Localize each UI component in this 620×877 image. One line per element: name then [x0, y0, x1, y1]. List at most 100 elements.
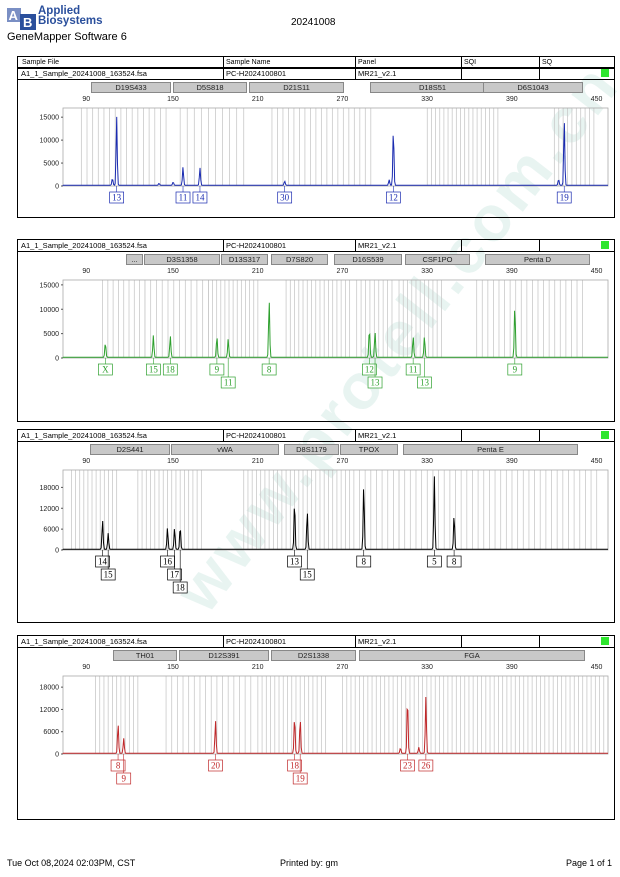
allele-call-label: 18 [290, 761, 300, 771]
marker-bin[interactable]: D13S317 [221, 254, 268, 265]
allele-call-label: 14 [195, 193, 205, 203]
marker-bin[interactable]: TH01 [113, 650, 177, 661]
x-tick-label: 90 [82, 664, 91, 671]
marker-bin[interactable]: FGA [359, 650, 585, 661]
allele-call-box[interactable] [167, 568, 182, 581]
allele-call-box[interactable] [292, 772, 308, 785]
y-tick-label: 0 [55, 548, 59, 555]
allele-call-label: 26 [421, 761, 431, 771]
allele-call-label: 23 [403, 761, 413, 771]
allele-call-box[interactable] [507, 363, 523, 376]
allele-call-box[interactable] [367, 376, 383, 389]
allele-call-label: 8 [267, 365, 272, 375]
y-tick-label: 10000 [40, 307, 60, 314]
electropherogram-panel-black: A1_1_Sample_20241008_163524.fsa PC-H20241… [17, 429, 615, 623]
y-tick-label: 10000 [40, 138, 60, 145]
panel-sample-row: A1_1_Sample_20241008_163524.fsa PC-H20241… [18, 68, 614, 80]
marker-bin[interactable]: D2S441 [90, 444, 170, 455]
y-tick-label: 5000 [43, 331, 59, 338]
x-tick-label: 390 [505, 268, 518, 275]
allele-call-label: 30 [280, 193, 290, 203]
marker-bin[interactable]: D3S1358 [144, 254, 220, 265]
allele-call-box[interactable] [277, 191, 293, 204]
allele-call-label: 15 [104, 570, 114, 580]
allele-call-box[interactable] [146, 363, 161, 376]
allele-call-box[interactable] [362, 363, 377, 376]
marker-bin[interactable]: Penta E [403, 444, 578, 455]
allele-call-box[interactable] [172, 581, 188, 594]
marker-bin[interactable]: TPOX [340, 444, 398, 455]
allele-call-label: 18 [166, 365, 176, 375]
marker-bin[interactable]: D7S820 [271, 254, 328, 265]
marker-bin[interactable]: D19S433 [91, 82, 171, 93]
allele-call-box[interactable] [426, 555, 442, 568]
allele-call-label: 12 [365, 365, 374, 375]
allele-call-box[interactable] [356, 555, 372, 568]
marker-bin[interactable]: D21S11 [249, 82, 344, 93]
allele-call-box[interactable] [405, 363, 421, 376]
allele-call-box[interactable] [109, 191, 125, 204]
allele-call-box[interactable] [287, 555, 302, 568]
marker-bin[interactable]: D8S1179 [284, 444, 339, 455]
x-tick-label: 150 [167, 96, 179, 103]
printed-by: Printed by: gm [280, 858, 339, 868]
allele-call-box[interactable] [261, 363, 277, 376]
allele-call-box[interactable] [446, 555, 462, 568]
allele-call-box[interactable] [98, 363, 113, 376]
x-tick-label: 450 [590, 664, 603, 671]
allele-call-box[interactable] [386, 191, 401, 204]
allele-call-box[interactable] [299, 568, 315, 581]
col-sample-name: Sample Name [226, 59, 271, 66]
x-tick-label: 90 [82, 268, 91, 275]
allele-call-label: 19 [296, 774, 306, 784]
allele-call-box[interactable] [95, 555, 110, 568]
allele-call-box[interactable] [162, 363, 178, 376]
allele-call-box[interactable] [208, 759, 223, 772]
allele-call-label: 13 [371, 378, 381, 388]
allele-call-box[interactable] [175, 191, 191, 204]
allele-call-box[interactable] [100, 568, 116, 581]
marker-bin[interactable]: D12S391 [179, 650, 269, 661]
allele-call-box[interactable] [417, 376, 432, 389]
allele-call-box[interactable] [556, 191, 572, 204]
panel-sample-row: A1_1_Sample_20241008_163524.fsa PC-H20241… [18, 430, 614, 442]
sizing-quality-indicator [601, 69, 609, 77]
y-tick-label: 15000 [40, 282, 60, 289]
x-tick-label: 270 [336, 268, 349, 275]
y-tick-label: 6000 [43, 527, 59, 534]
x-tick-label: 150 [167, 458, 179, 465]
y-tick-label: 5000 [43, 161, 59, 168]
marker-bin[interactable]: CSF1PO [405, 254, 470, 265]
brand-line-2: Biosystems [38, 15, 103, 27]
marker-bin[interactable]: D16S539 [334, 254, 402, 265]
allele-call-box[interactable] [192, 191, 208, 204]
allele-call-box[interactable] [110, 759, 126, 772]
allele-call-box[interactable] [287, 759, 302, 772]
allele-call-box[interactable] [116, 772, 132, 785]
allele-call-label: 16 [163, 557, 173, 567]
allele-call-box[interactable] [220, 376, 236, 389]
panel-sample-row: A1_1_Sample_20241008_163524.fsa PC-H20241… [18, 636, 614, 648]
electropherogram-panel-green: A1_1_Sample_20241008_163524.fsa PC-H20241… [17, 239, 615, 422]
marker-bin[interactable]: D6S1043 [483, 82, 583, 93]
allele-call-label: 11 [409, 365, 418, 375]
marker-bin[interactable]: vWA [171, 444, 279, 455]
marker-bin[interactable]: Penta D [485, 254, 590, 265]
allele-call-box[interactable] [209, 363, 225, 376]
panel-name-label: MR21_v2.1 [358, 637, 397, 646]
y-tick-label: 0 [55, 356, 59, 363]
applied-biosystems-logo-icon: A B [7, 8, 36, 30]
panel-name-label: MR21_v2.1 [358, 431, 397, 440]
allele-call-box[interactable] [400, 759, 415, 772]
x-tick-label: 150 [167, 664, 179, 671]
plot-frame [62, 279, 609, 359]
marker-bin[interactable]: D5S818 [173, 82, 247, 93]
x-tick-label: 330 [421, 664, 433, 671]
marker-bin[interactable]: D2S1338 [271, 650, 356, 661]
x-tick-label: 210 [251, 268, 264, 275]
marker-bin[interactable]: ... [126, 254, 143, 265]
electropherogram-plot: 0 6000 12000 18000 89 20 18 19 23 26 [40, 675, 609, 785]
allele-call-box[interactable] [418, 759, 434, 772]
electropherogram-plot: 0 5000 10000 15000 13 11 14 30 12 19 [40, 107, 609, 204]
print-timestamp: Tue Oct 08,2024 02:03PM, CST [7, 858, 136, 868]
